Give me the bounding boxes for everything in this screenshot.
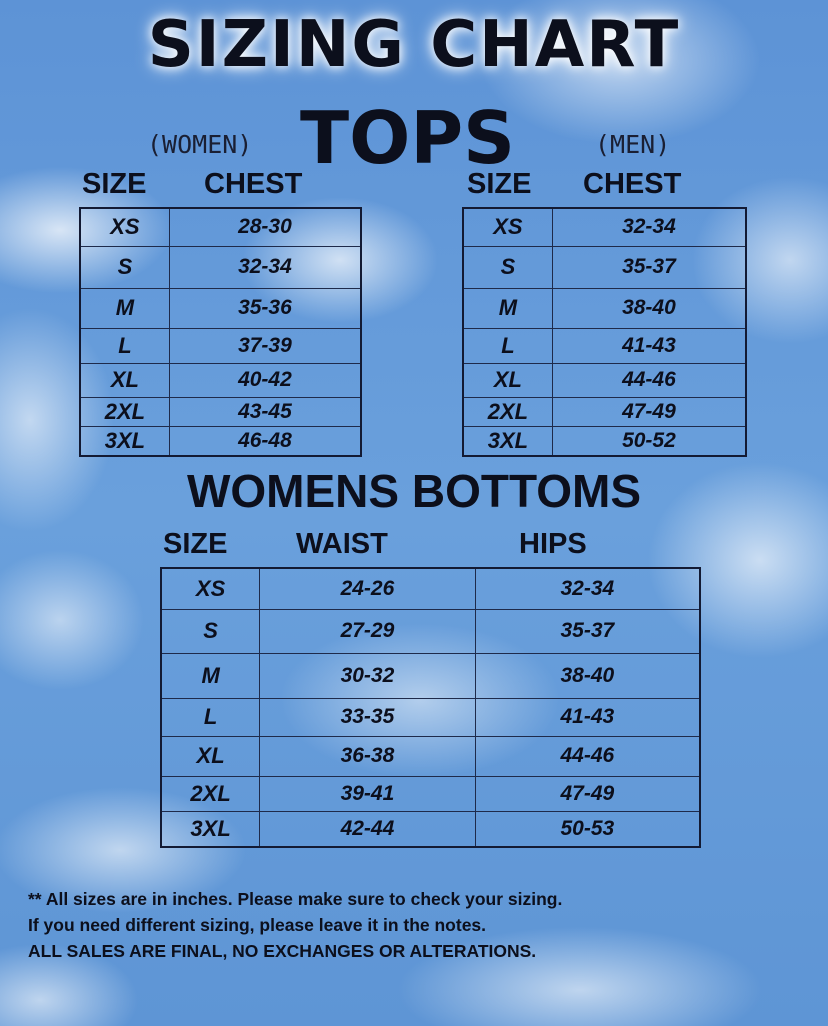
size-cell: S	[79, 245, 170, 289]
table-row: XS 28-30	[79, 207, 362, 247]
measurement-cell: 40-42	[168, 362, 362, 398]
size-cell: L	[160, 697, 261, 737]
size-cell: 3XL	[160, 810, 261, 848]
size-cell: 2XL	[160, 775, 261, 812]
size-cell: 3XL	[462, 425, 553, 457]
measurement-cell: 50-52	[551, 425, 747, 457]
measurement-cell: 41-43	[474, 697, 701, 737]
measurement-cell: 24-26	[259, 567, 476, 610]
table-row: XL 36-38 44-46	[160, 735, 701, 777]
footer-notes: ** All sizes are in inches. Please make …	[28, 886, 562, 964]
size-cell: M	[462, 287, 553, 329]
size-cell: XL	[462, 362, 553, 398]
measurement-cell: 28-30	[168, 207, 362, 247]
measurement-cell: 50-53	[474, 810, 701, 848]
table-row: 2XL 39-41 47-49	[160, 775, 701, 812]
women-tops-table: XS 28-30 S 32-34 M 35-36 L 37-39 XL 40-42 2XL 43-45…	[79, 207, 362, 457]
measurement-cell: 35-37	[474, 608, 701, 654]
bottoms-hips-header: HIPS	[519, 528, 587, 560]
measurement-cell: 33-35	[259, 697, 476, 737]
table-row: M 38-40	[462, 287, 747, 329]
measurement-cell: 38-40	[474, 652, 701, 699]
men-size-header: SIZE	[467, 168, 532, 200]
size-cell: XL	[79, 362, 170, 398]
table-row: 3XL 42-44 50-53	[160, 810, 701, 848]
page-title: SIZING CHART	[147, 8, 681, 82]
womens-bottoms-table: XS 24-26 32-34 S 27-29 35-37 M 30-32 38-40 L 33-35…	[160, 567, 701, 848]
table-row: XS 32-34	[462, 207, 747, 247]
measurement-cell: 37-39	[168, 327, 362, 364]
bottoms-waist-header: WAIST	[296, 528, 388, 560]
table-row: XL 40-42	[79, 362, 362, 398]
size-cell: XS	[160, 567, 261, 610]
measurement-cell: 36-38	[259, 735, 476, 777]
footer-line: ALL SALES ARE FINAL, NO EXCHANGES OR ALT…	[28, 941, 537, 961]
table-row: XS 24-26 32-34	[160, 567, 701, 610]
measurement-cell: 30-32	[259, 652, 476, 699]
measurement-cell: 38-40	[551, 287, 747, 329]
table-row: S 35-37	[462, 245, 747, 289]
men-tops-table: XS 32-34 S 35-37 M 38-40 L 41-43 XL 44-46 2XL 47-49…	[462, 207, 747, 457]
measurement-cell: 32-34	[168, 245, 362, 289]
measurement-cell: 32-34	[474, 567, 701, 610]
women-size-header: SIZE	[82, 168, 147, 200]
women-chest-header: CHEST	[204, 168, 303, 200]
table-row: L 33-35 41-43	[160, 697, 701, 737]
table-row: 3XL 46-48	[79, 425, 362, 457]
size-cell: L	[462, 327, 553, 364]
measurement-cell: 41-43	[551, 327, 747, 364]
measurement-cell: 47-49	[474, 775, 701, 812]
table-row: 3XL 50-52	[462, 425, 747, 457]
bottoms-heading: WOMENS BOTTOMS	[186, 465, 642, 517]
size-cell: S	[160, 608, 261, 654]
measurement-cell: 43-45	[168, 396, 362, 427]
footer-line: If you need different sizing, please lea…	[28, 915, 487, 935]
table-row: S 32-34	[79, 245, 362, 289]
table-row: XL 44-46	[462, 362, 747, 398]
women-label: (WOMEN)	[147, 130, 253, 159]
measurement-cell: 44-46	[551, 362, 747, 398]
table-row: L 37-39	[79, 327, 362, 364]
size-cell: 3XL	[79, 425, 170, 457]
size-cell: 2XL	[462, 396, 553, 427]
measurement-cell: 44-46	[474, 735, 701, 777]
table-row: M 35-36	[79, 287, 362, 329]
size-cell: M	[160, 652, 261, 699]
footer-line: ** All sizes are in inches. Please make …	[28, 889, 563, 909]
measurement-cell: 35-36	[168, 287, 362, 329]
table-row: 2XL 47-49	[462, 396, 747, 427]
size-cell: S	[462, 245, 553, 289]
size-cell: L	[79, 327, 170, 364]
measurement-cell: 47-49	[551, 396, 747, 427]
size-cell: XS	[79, 207, 170, 247]
table-row: S 27-29 35-37	[160, 608, 701, 654]
measurement-cell: 39-41	[259, 775, 476, 812]
men-chest-header: CHEST	[583, 168, 682, 200]
measurement-cell: 32-34	[551, 207, 747, 247]
size-cell: XS	[462, 207, 553, 247]
measurement-cell: 46-48	[168, 425, 362, 457]
table-row: L 41-43	[462, 327, 747, 364]
measurement-cell: 42-44	[259, 810, 476, 848]
men-label: (MEN)	[595, 130, 671, 159]
table-row: 2XL 43-45	[79, 396, 362, 427]
tops-heading: TOPS	[300, 96, 515, 180]
size-cell: M	[79, 287, 170, 329]
table-row: M 30-32 38-40	[160, 652, 701, 699]
size-cell: 2XL	[79, 396, 170, 427]
measurement-cell: 27-29	[259, 608, 476, 654]
measurement-cell: 35-37	[551, 245, 747, 289]
size-cell: XL	[160, 735, 261, 777]
bottoms-size-header: SIZE	[163, 528, 228, 560]
